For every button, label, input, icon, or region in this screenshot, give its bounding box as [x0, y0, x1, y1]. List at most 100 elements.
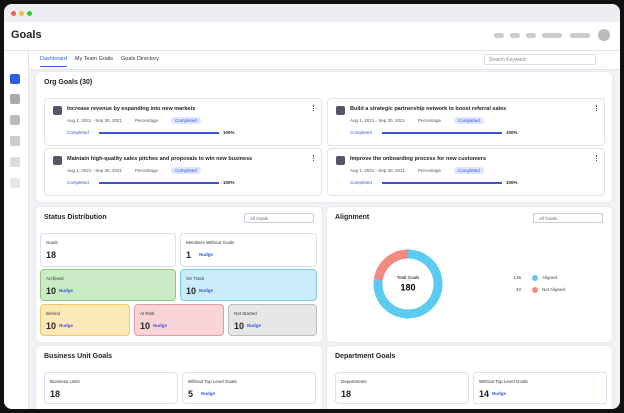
menu-dots[interactable] — [312, 155, 316, 161]
add-button[interactable] — [10, 74, 20, 84]
nav-icon[interactable] — [10, 178, 20, 188]
header-pill[interactable] — [570, 33, 590, 38]
card-value: 18 — [341, 389, 352, 399]
panel-title: Alignment — [335, 214, 370, 221]
progress-label: 100% — [223, 180, 235, 185]
stat-card: Behind 10 Nudge — [40, 304, 130, 336]
center-label: Total Goals — [397, 275, 420, 280]
legend-value: 40 — [516, 287, 522, 292]
filter-select[interactable]: All Goals — [533, 213, 603, 223]
business-unit-panel: Business Unit Goals Business Units 18 With… — [36, 346, 322, 409]
menu-dots[interactable] — [312, 105, 316, 111]
card-label: Members Without Goals — [186, 240, 235, 245]
legend-swatch — [532, 275, 538, 281]
card-value: 1 — [186, 250, 192, 260]
card-value: 10 — [46, 286, 57, 296]
header-pill[interactable] — [510, 33, 520, 38]
tab-bar — [29, 51, 620, 70]
progress-label: 100% — [506, 180, 518, 185]
card-label: Behind — [46, 311, 61, 316]
panel-title: Status Distribution — [44, 214, 107, 221]
nudge-link[interactable]: Nudge — [59, 323, 73, 328]
stat-card: Without Top Level Goals 14 Nudge — [473, 372, 607, 404]
min-dot[interactable] — [19, 11, 24, 16]
goal-card[interactable]: Improve the onboarding process for new c… — [327, 148, 605, 196]
goal-dates: Aug 1, 2021 - Sep 30, 2021 — [350, 168, 406, 173]
goal-type: Percentage — [135, 168, 159, 173]
nudge-link[interactable]: Nudge — [59, 288, 73, 293]
goal-card[interactable]: Increase revenue by expanding into new m… — [44, 98, 322, 146]
legend-value: 135 — [513, 275, 521, 280]
search-box[interactable]: Search Keyword — [484, 54, 596, 65]
nav-icon[interactable] — [10, 115, 20, 125]
nudge-link[interactable]: Nudge — [199, 288, 213, 293]
donut-chart: 135 Aligned 40 Not Aligned Total Goals 180 — [373, 249, 566, 319]
stat-card: Departments 18 — [335, 372, 469, 404]
stat-card: Without Top Level Goals 5 Nudge — [182, 372, 316, 404]
max-dot[interactable] — [27, 11, 32, 16]
status-badge: Completed — [171, 117, 201, 124]
stat-card: Goals 18 — [40, 233, 176, 267]
nudge-link[interactable]: Nudge — [153, 323, 167, 328]
legend-swatch — [532, 287, 538, 293]
progress-track — [99, 132, 219, 134]
progress-label: 100% — [506, 130, 518, 135]
card-label: Goals — [46, 240, 58, 245]
nudge-link[interactable]: Nudge — [247, 323, 261, 328]
progress-status: Completed — [350, 180, 372, 185]
progress-bar — [382, 182, 502, 184]
window: Goals Dashboard My Team Goals Goals Direct… — [4, 4, 620, 409]
goal-dates: Aug 1, 2021 - Sep 30, 2021 — [67, 118, 123, 123]
stat-card: On Track 10 Nudge — [180, 269, 317, 301]
department-panel: Department Goals Departments 18 Without To… — [327, 346, 612, 409]
tabs: Dashboard My Team Goals Goals Directory — [40, 56, 159, 67]
panel-title: Department Goals — [335, 353, 396, 360]
tab[interactable]: My Team Goals — [74, 56, 114, 62]
status-badge: Completed — [171, 167, 201, 174]
goal-title: Maintain high-quality sales pitches and … — [67, 156, 253, 162]
goal-title: Increase revenue by expanding into new m… — [67, 106, 196, 112]
nav-icon[interactable] — [10, 136, 20, 146]
goal-type: Percentage — [418, 168, 442, 173]
progress-label: 100% — [223, 130, 235, 135]
nudge-link[interactable]: Nudge — [199, 252, 213, 257]
goal-card[interactable]: Build a strategic partnership network to… — [327, 98, 605, 146]
menu-dots[interactable] — [595, 105, 599, 111]
goal-icon — [336, 106, 345, 115]
card-value: 10 — [186, 286, 197, 296]
panel-title: Org Goals (30) — [44, 79, 93, 86]
nav-icon[interactable] — [10, 157, 20, 167]
header-pill[interactable] — [494, 33, 504, 38]
nudge-link[interactable]: Nudge — [492, 391, 506, 396]
progress-track — [99, 182, 219, 184]
header-pill[interactable] — [542, 33, 562, 38]
card-label: Without Top Level Goals — [479, 379, 528, 384]
progress-status: Completed — [67, 180, 89, 185]
legend-label: Not Aligned — [542, 287, 566, 292]
header-pill[interactable] — [526, 33, 536, 38]
goal-card[interactable]: Maintain high-quality sales pitches and … — [44, 148, 322, 196]
close-dot[interactable] — [11, 11, 16, 16]
nav-icon[interactable] — [10, 94, 20, 104]
progress-track — [382, 132, 502, 134]
panel-title: Business Unit Goals — [44, 353, 113, 360]
tab[interactable]: Dashboard — [40, 56, 67, 67]
tab[interactable]: Goals Directory — [121, 56, 159, 62]
donut-segment — [373, 249, 443, 319]
stat-card: Business Units 18 — [44, 372, 178, 404]
filter-select[interactable]: All Goals — [244, 213, 314, 223]
goal-title: Improve the onboarding process for new c… — [350, 156, 486, 162]
card-value: 18 — [50, 389, 61, 399]
card-label: On Track — [186, 276, 205, 281]
card-value: 10 — [140, 321, 151, 331]
avatar[interactable] — [598, 29, 610, 41]
nudge-link[interactable]: Nudge — [201, 391, 215, 396]
stat-card: Archived 10 Nudge — [40, 269, 176, 301]
card-value: 10 — [46, 321, 57, 331]
progress-track — [382, 182, 502, 184]
card-label: At Risk — [140, 311, 155, 316]
status-panel: Status Distribution All Goals Goals 18 Mem… — [36, 207, 322, 342]
menu-dots[interactable] — [595, 155, 599, 161]
titlebar — [4, 4, 620, 22]
